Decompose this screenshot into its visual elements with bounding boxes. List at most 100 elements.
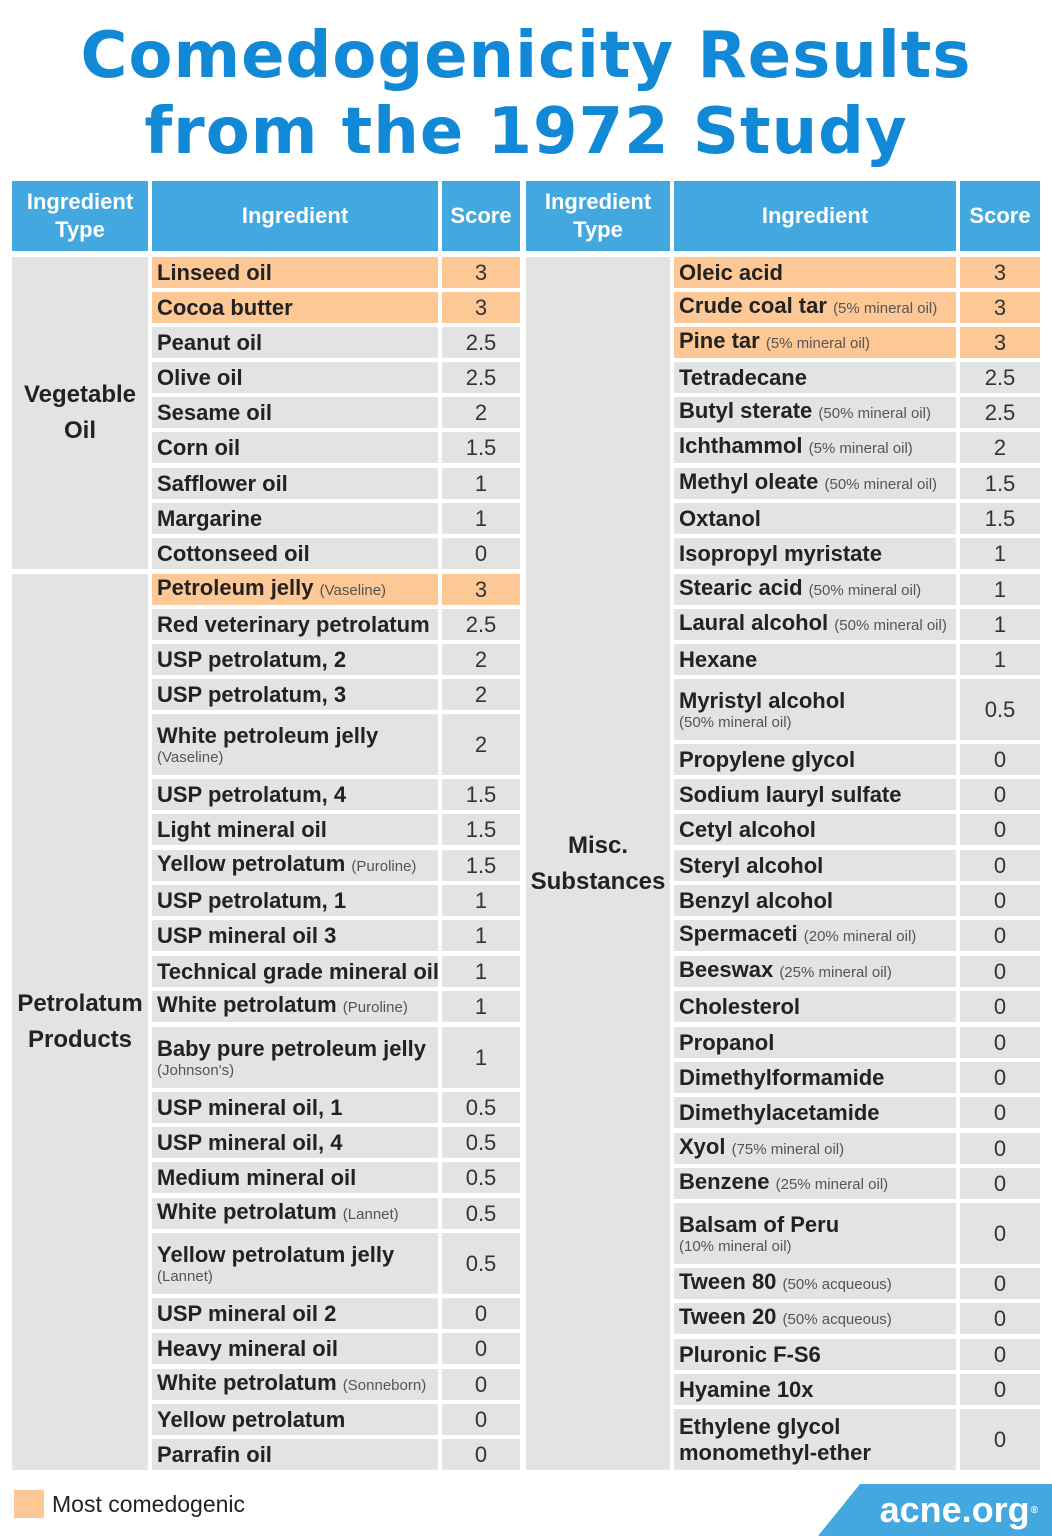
- table-row-score: 0: [960, 1133, 1040, 1164]
- table-row-ingredient: Oxtanol: [674, 503, 956, 534]
- ingredient-line: USP mineral oil, 4: [157, 1130, 438, 1156]
- table-row-ingredient: Heavy mineral oil: [152, 1333, 438, 1364]
- ingredient-line: Linseed oil: [157, 260, 438, 286]
- title-line-2: from the 1972 Study: [144, 95, 908, 169]
- table-row-ingredient: USP petrolatum, 3: [152, 679, 438, 710]
- ingredient-line: Xyol (75% mineral oil): [679, 1134, 956, 1163]
- ingredient-line: Cetyl alcohol: [679, 817, 956, 843]
- group-vegetable-oil: Vegetable Oil: [12, 257, 148, 569]
- ingredient-name: Propylene glycol: [679, 746, 856, 772]
- ingredient-note: (Vaseline): [319, 582, 387, 599]
- table-row-score: 1: [442, 1027, 520, 1088]
- table-row-score: 0: [960, 991, 1040, 1022]
- table-row-score: 0: [442, 1333, 520, 1364]
- ingredient-name: USP mineral oil 2: [157, 1300, 337, 1326]
- table-row-ingredient: Xyol (75% mineral oil): [674, 1133, 956, 1164]
- ingredient-line: Parrafin oil: [157, 1442, 438, 1468]
- ingredient-note: (5% mineral oil): [833, 300, 938, 317]
- ingredient-line: Methyl oleate (50% mineral oil): [679, 469, 956, 498]
- table-row-score: 0: [960, 1203, 1040, 1264]
- ingredient-name: Sodium lauryl sulfate: [679, 781, 902, 807]
- ingredient-name: Sesame oil: [157, 399, 272, 425]
- ingredient-line: Hyamine 10x: [679, 1377, 956, 1403]
- table-row-ingredient: Myristyl alcohol (50% mineral oil): [674, 679, 956, 740]
- ingredient-name: Crude coal tar: [679, 293, 827, 318]
- table-row-ingredient: Tetradecane: [674, 362, 956, 393]
- ingredient-name: USP mineral oil, 4: [157, 1129, 343, 1155]
- ingredient-name: Steryl alcohol: [679, 852, 824, 878]
- table-row-ingredient: Cottonseed oil: [152, 538, 438, 569]
- table-row-ingredient: Cocoa butter: [152, 292, 438, 323]
- table-row-score: 1.5: [960, 468, 1040, 499]
- page-title: Comedogenicity Results from the 1972 Stu…: [0, 18, 1052, 170]
- ingredient-line: Benzene (25% mineral oil): [679, 1169, 956, 1198]
- brand-logo: acne.org ®: [818, 1484, 1052, 1536]
- table-row-score: 1: [960, 644, 1040, 675]
- ingredient-name: Oxtanol: [679, 505, 761, 531]
- ingredient-line: Light mineral oil: [157, 817, 438, 843]
- ingredient-name: Oleic acid: [679, 259, 783, 285]
- ingredient-name: Myristyl alcohol: [679, 687, 846, 713]
- ingredient-name: Yellow petrolatum: [157, 851, 346, 876]
- header-ingredient-left: Ingredient: [152, 181, 438, 251]
- ingredient-line: Cocoa butter: [157, 295, 438, 321]
- table-row-score: 0: [960, 850, 1040, 881]
- table-row-ingredient: Tween 20 (50% acqueous): [674, 1303, 956, 1334]
- ingredient-note: (5% mineral oil): [808, 440, 913, 457]
- table-row-score: 0: [960, 1168, 1040, 1199]
- ingredient-name: USP petrolatum, 2: [157, 646, 347, 672]
- header-ingredient-right: Ingredient: [674, 181, 956, 251]
- table-row-ingredient: Yellow petrolatum (Puroline): [152, 850, 438, 881]
- table-row-ingredient: USP mineral oil, 4: [152, 1127, 438, 1158]
- table-row-ingredient: USP petrolatum, 1: [152, 885, 438, 916]
- title-line-1: Comedogenicity Results: [80, 19, 972, 93]
- table-row-score: 0: [442, 1369, 520, 1400]
- ingredient-note: (50% mineral oil): [818, 405, 931, 422]
- table-row-score: 1: [960, 609, 1040, 640]
- table-row-ingredient: Balsam of Peru (10% mineral oil): [674, 1203, 956, 1264]
- ingredient-name: Ethylene glycol: [679, 1413, 841, 1439]
- table-row-score: 0: [960, 1409, 1040, 1470]
- ingredient-name: Propanol: [679, 1029, 775, 1055]
- table-row-score: 0: [960, 1027, 1040, 1058]
- ingredient-name: USP mineral oil, 1: [157, 1094, 343, 1120]
- table-row-score: 3: [442, 292, 520, 323]
- ingredient-line: USP mineral oil 3: [157, 923, 438, 949]
- ingredient-note: (Johnson's): [157, 1061, 235, 1079]
- table-row-score: 2.5: [960, 397, 1040, 428]
- ingredient-name: Spermaceti: [679, 921, 798, 946]
- table-row-ingredient: Parrafin oil: [152, 1439, 438, 1470]
- ingredient-name: Safflower oil: [157, 470, 288, 496]
- group-misc-substances: Misc. Substances: [526, 257, 670, 1470]
- ingredient-name: Cocoa butter: [157, 294, 293, 320]
- table-row-ingredient: Pine tar (5% mineral oil): [674, 327, 956, 358]
- ingredient-line: Sesame oil: [157, 400, 438, 426]
- ingredient-name: Dimethylformamide: [679, 1064, 885, 1090]
- ingredient-line: Yellow petrolatum (Puroline): [157, 851, 438, 880]
- table-row-ingredient: Isopropyl myristate: [674, 538, 956, 569]
- ingredient-name: Baby pure petroleum jelly: [157, 1035, 426, 1061]
- ingredient-line: Steryl alcohol: [679, 853, 956, 879]
- table-row-score: 0: [960, 920, 1040, 951]
- ingredient-note: (50% mineral oil): [679, 713, 792, 731]
- ingredient-line: Crude coal tar (5% mineral oil): [679, 293, 956, 322]
- table-row-score: 1: [960, 574, 1040, 605]
- ingredient-name: White petrolatum: [157, 1199, 337, 1224]
- table-row-score: 2.5: [442, 609, 520, 640]
- ingredient-line: Safflower oil: [157, 471, 438, 497]
- ingredient-note: (Lannet): [342, 1206, 399, 1223]
- ingredient-note: (Sonneborn): [342, 1377, 427, 1394]
- table-row-score: 0: [442, 538, 520, 569]
- table-row-ingredient: Crude coal tar (5% mineral oil): [674, 292, 956, 323]
- table-row-score: 2.5: [442, 362, 520, 393]
- table-row-score: 0: [442, 1298, 520, 1329]
- ingredient-line: Tetradecane: [679, 365, 956, 391]
- ingredient-name: Tween 20: [679, 1304, 777, 1329]
- ingredient-note: (5% mineral oil): [765, 335, 871, 352]
- ingredient-line: Beeswax (25% mineral oil): [679, 957, 956, 986]
- table-row-ingredient: Safflower oil: [152, 468, 438, 499]
- ingredient-name: White petrolatum: [157, 992, 337, 1017]
- ingredient-line: Tween 80 (50% acqueous): [679, 1269, 956, 1298]
- ingredient-line: Technical grade mineral oil: [157, 959, 438, 985]
- table-row-score: 2: [960, 432, 1040, 463]
